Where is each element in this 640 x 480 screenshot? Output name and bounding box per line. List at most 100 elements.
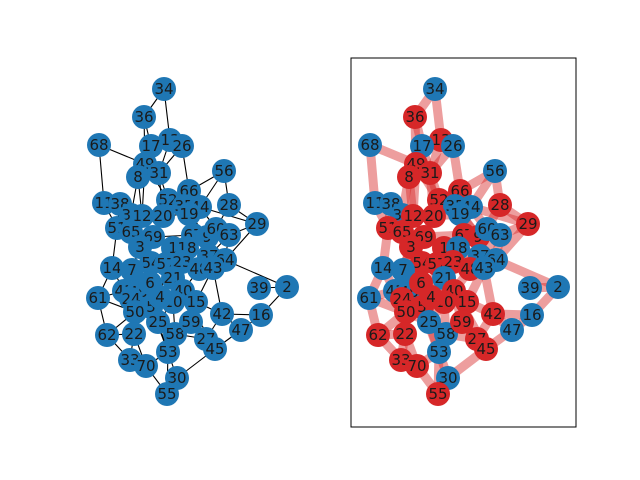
right-node-28: 28 xyxy=(488,193,512,217)
right-node-circle xyxy=(426,382,450,406)
right-node-circle xyxy=(423,77,447,101)
left-node-56: 56 xyxy=(212,159,236,183)
right-node-label: 6 xyxy=(416,274,426,292)
left-node-circle xyxy=(134,354,158,378)
left-node-circle xyxy=(123,300,147,324)
right-node-label: 7 xyxy=(398,261,408,279)
right-node-42: 42 xyxy=(481,302,505,326)
right-node-label: 25 xyxy=(419,313,438,331)
right-node-16: 16 xyxy=(520,303,544,327)
right-node-62: 62 xyxy=(366,323,390,347)
left-node-label: 22 xyxy=(124,325,143,343)
right-node-circle xyxy=(472,256,496,280)
left-node-label: 59 xyxy=(181,313,200,331)
right-node-label: 61 xyxy=(359,289,378,307)
right-node-36: 36 xyxy=(403,105,427,129)
right-node-circle xyxy=(448,202,472,226)
right-node-label: 53 xyxy=(429,343,448,361)
right-node-47: 47 xyxy=(500,318,524,342)
left-node-15: 15 xyxy=(184,290,208,314)
right-node-circle xyxy=(483,159,507,183)
left-node-circle xyxy=(247,276,271,300)
right-node-circle xyxy=(500,318,524,342)
left-node-68: 68 xyxy=(87,133,111,157)
right-node-circle xyxy=(418,161,442,185)
left-node-circle xyxy=(275,275,299,299)
left-node-label: 31 xyxy=(149,164,168,182)
left-node-label: 43 xyxy=(203,259,222,277)
left-node-label: 19 xyxy=(179,205,198,223)
left-node-label: 68 xyxy=(89,136,108,154)
left-node-circle xyxy=(212,159,236,183)
right-panel-frame xyxy=(350,57,577,428)
left-node-circle xyxy=(126,165,150,189)
right-node-56: 56 xyxy=(483,159,507,183)
right-node-label: 1 xyxy=(439,239,449,257)
right-node-label: 63 xyxy=(490,226,509,244)
left-node-label: 63 xyxy=(219,226,238,244)
right-node-circle xyxy=(516,212,540,236)
right-node-circle xyxy=(357,286,381,310)
right-node-label: 23 xyxy=(443,253,462,271)
left-node-55: 55 xyxy=(155,382,179,406)
left-node-label: 45 xyxy=(205,340,224,358)
right-node-50: 50 xyxy=(394,300,418,324)
right-node-circle xyxy=(405,354,429,378)
left-node-label: 30 xyxy=(167,369,186,387)
right-node-15: 15 xyxy=(455,290,479,314)
right-node-label: 62 xyxy=(368,326,387,344)
right-node-circle xyxy=(397,165,421,189)
right-node-circle xyxy=(481,302,505,326)
left-node-label: 42 xyxy=(212,305,231,323)
left-node-circle xyxy=(179,310,203,334)
left-node-circle xyxy=(170,134,194,158)
left-node-42: 42 xyxy=(210,302,234,326)
left-node-31: 31 xyxy=(147,161,171,185)
left-node-label: 20 xyxy=(153,207,172,225)
left-node-circle xyxy=(155,382,179,406)
right-node-circle xyxy=(488,223,512,247)
right-node-63: 63 xyxy=(488,223,512,247)
left-graph-nodes: 3436131726684983156665235441138283212201… xyxy=(86,77,299,406)
left-node-29: 29 xyxy=(245,212,269,236)
left-node-circle xyxy=(156,340,180,364)
right-node-circle xyxy=(427,340,451,364)
right-node-7: 7 xyxy=(391,258,415,282)
right-node-label: 17 xyxy=(412,137,431,155)
left-node-label: 7 xyxy=(127,261,137,279)
left-node-63: 63 xyxy=(217,223,241,247)
left-node-circle xyxy=(95,323,119,347)
right-node-label: 45 xyxy=(476,340,495,358)
right-node-circle xyxy=(358,133,382,157)
right-node-label: 15 xyxy=(457,293,476,311)
left-node-50: 50 xyxy=(123,300,147,324)
left-node-circle xyxy=(147,161,171,185)
right-node-70: 70 xyxy=(405,354,429,378)
left-node-34: 34 xyxy=(152,77,176,101)
left-node-label: 6 xyxy=(145,274,155,292)
right-node-label: 43 xyxy=(474,259,493,277)
left-node-circle xyxy=(152,77,176,101)
right-node-label: 30 xyxy=(438,369,457,387)
left-node-14: 14 xyxy=(100,256,124,280)
left-node-25: 25 xyxy=(146,310,170,334)
left-node-label: 36 xyxy=(134,108,153,126)
right-node-22: 22 xyxy=(393,322,417,346)
right-graph-nodes: 3436131726684983156665235441138283212201… xyxy=(357,77,570,406)
right-node-label: 5 xyxy=(417,298,427,316)
right-node-label: 26 xyxy=(443,137,462,155)
right-node-43: 43 xyxy=(472,256,496,280)
right-node-8: 8 xyxy=(397,165,421,189)
right-node-34: 34 xyxy=(423,77,447,101)
left-node-label: 28 xyxy=(219,196,238,214)
right-node-61: 61 xyxy=(357,286,381,310)
left-node-label: 50 xyxy=(125,303,144,321)
right-node-label: 42 xyxy=(483,305,502,323)
right-node-29: 29 xyxy=(516,212,540,236)
left-node-label: 56 xyxy=(214,162,233,180)
right-node-label: 2 xyxy=(553,278,563,296)
left-node-label: 12 xyxy=(132,207,151,225)
right-node-26: 26 xyxy=(441,134,465,158)
right-node-circle xyxy=(403,105,427,129)
